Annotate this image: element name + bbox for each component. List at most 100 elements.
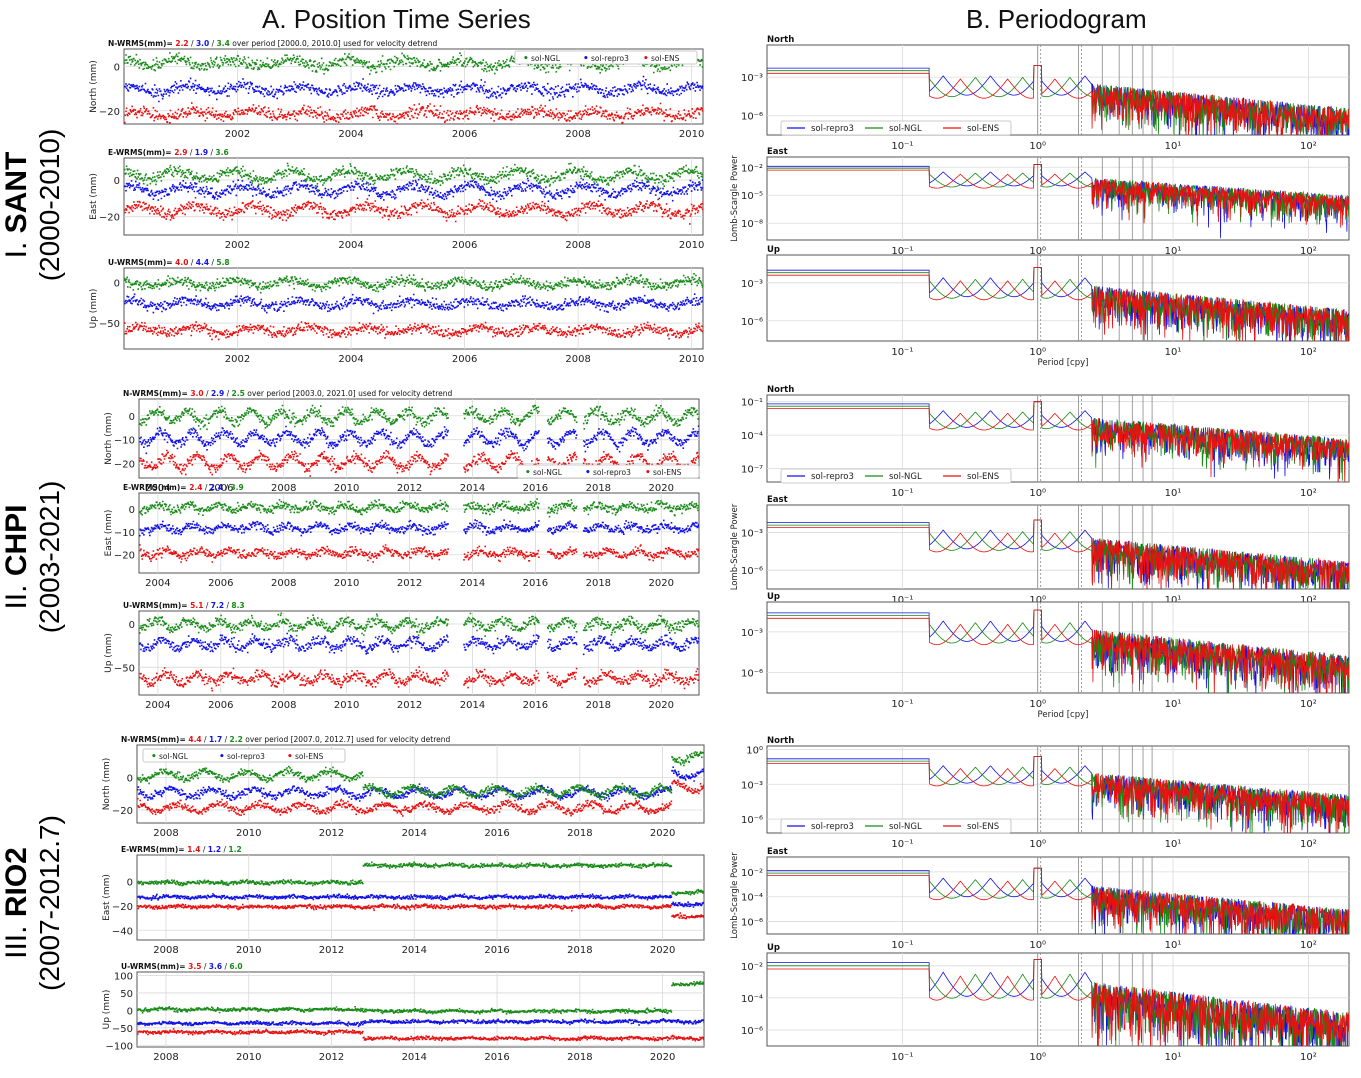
x-tick-label: 2012	[319, 828, 344, 839]
station-group-chpi: 0 −10 −20 2004 2006 2008 2010 2012 2014 2016 2018 2…	[104, 385, 1350, 720]
per-panel-title: North	[767, 736, 794, 746]
per-series-sol-ens	[767, 867, 1349, 934]
ts-data	[124, 273, 703, 341]
x-tick-label: 10²	[1300, 141, 1317, 152]
per-series-sol-ens	[767, 65, 1349, 135]
wrms-part: E-WRMS(mm)=	[121, 845, 187, 854]
per-panel-title: East	[767, 495, 788, 505]
y-tick-label: 10⁻⁶	[741, 566, 763, 577]
ts-panel-rio2-u: 100 50 0 −50 −100 2008 2010 2012 2014 2016 2018 202…	[102, 962, 705, 1063]
x-tick-label: 2020	[649, 483, 674, 494]
wrms-part: 2.2	[175, 39, 188, 48]
x-tick-label: 2018	[567, 945, 592, 956]
x-tick-label: 2010	[334, 578, 359, 589]
x-tick-label: 2014	[402, 828, 427, 839]
wrms-header: N-WRMS(mm)= 3.0 / 2.9 / 2.5 over period …	[123, 389, 453, 398]
x-tick-label: 10⁻¹	[891, 595, 913, 606]
ts-panel-rio2-e: 0 −20 −40 2008 2010 2012 2014 2016 2018 2020 East …	[102, 845, 705, 956]
wrms-part: 8.3	[231, 601, 244, 610]
x-tick-label: 10⁻¹	[891, 1052, 913, 1063]
x-tick-label: 10¹	[1165, 347, 1182, 358]
x-tick-label: 2004	[338, 129, 363, 140]
per-panel-title: East	[767, 847, 788, 857]
x-tick-label: 10⁻¹	[891, 347, 913, 358]
x-tick-label: 10⁰	[1029, 940, 1046, 951]
per-series-sol-ens	[767, 959, 1349, 1046]
wrms-part: /	[201, 962, 208, 971]
ts-series-ngl	[124, 273, 703, 294]
ts-data	[124, 52, 703, 124]
y-axis-label: East (mm)	[104, 510, 114, 557]
wrms-part: 4.0	[175, 258, 188, 267]
y-tick-label: −100	[106, 1041, 133, 1052]
ts-legend-chpi: • sol-NGL • sol-repro3 • sol-ENS	[516, 464, 700, 479]
per-legend-chpi: sol-repro3 sol-NGL sol-ENS	[780, 468, 1012, 484]
x-tick-label: 2010	[679, 129, 704, 140]
y-tick-label: −50	[99, 319, 120, 330]
y-tick-label: 10⁻²	[741, 163, 763, 174]
wrms-part: 3.4	[217, 39, 230, 48]
y-tick-label: 10⁻⁴	[741, 431, 763, 442]
y-tick-label: 0	[127, 878, 133, 889]
per-panel-sant-north: 10⁻¹ 10⁰ 10¹ 10² 10⁻³ 10⁻⁶ North	[741, 35, 1350, 152]
wrms-part: /	[209, 258, 216, 267]
per-data	[767, 519, 1349, 589]
y-axis-label: Up (mm)	[89, 289, 99, 329]
per-legend-sant: sol-repro3 sol-NGL sol-ENS	[780, 120, 1012, 136]
x-tick-label: 2018	[567, 828, 592, 839]
per-series-sol-ngl	[767, 401, 1349, 481]
per-series-sol-ens	[767, 401, 1349, 482]
x-tick-label: 10²	[1300, 839, 1317, 850]
x-tick-label: 10¹	[1165, 488, 1182, 499]
y-tick-label: 10⁻⁷	[741, 465, 763, 476]
y-tick-label: 0	[127, 1006, 133, 1017]
ts-series-ens	[139, 449, 699, 478]
wrms-part: /	[202, 735, 209, 744]
legend-label: sol-repro3	[811, 472, 854, 482]
per-panel-title: North	[767, 385, 794, 395]
y-tick-label: 0	[129, 505, 135, 516]
y-tick-label: −20	[99, 107, 120, 118]
wrms-part: U-WRMS(mm)=	[123, 601, 190, 610]
station-group-rio2: 0 −20 2008 2010 2012 2014 2016 2018 2020 North (m…	[102, 735, 1350, 1063]
x-tick-label: 10⁰	[1029, 699, 1046, 710]
per-panel-title: Up	[767, 592, 780, 602]
wrms-part: N-WRMS(mm)=	[123, 389, 190, 398]
legend-label: sol-ENS	[295, 752, 324, 761]
legend-marker: •	[219, 752, 225, 762]
y-tick-label: 10⁻⁴	[741, 893, 763, 904]
x-tick-label: 10¹	[1165, 699, 1182, 710]
wrms-header: N-WRMS(mm)= 4.4 / 1.7 / 2.2 over period …	[121, 735, 451, 744]
legend-label: sol-ENS	[651, 54, 680, 63]
wrms-part: over period [2000.0, 2010.0] used for ve…	[230, 39, 438, 48]
per-panel-chpi-east: 10⁻¹ 10⁰ 10¹ 10² 10⁻³ 10⁻⁶ East Lomb-Scargle Po…	[730, 495, 1350, 606]
y-tick-label: 10⁻⁶	[741, 918, 763, 929]
x-tick-label: 10⁰	[1029, 488, 1046, 499]
x-tick-label: 2008	[565, 129, 590, 140]
x-tick-label: 10⁻¹	[891, 699, 913, 710]
x-tick-label: 10⁻¹	[891, 141, 913, 152]
x-tick-label: 2010	[334, 483, 359, 494]
x-tick-label: 10⁰	[1029, 246, 1046, 257]
y-axis-label: Up (mm)	[104, 633, 114, 673]
per-series-sol-repro3	[767, 959, 1349, 1046]
x-tick-label: 2004	[145, 578, 170, 589]
legend-marker: •	[287, 752, 293, 762]
y-tick-label: −20	[112, 902, 133, 913]
wrms-part: /	[222, 735, 229, 744]
x-tick-label: 2004	[338, 240, 363, 251]
ts-series-repro3	[124, 75, 703, 103]
x-tick-label: 2004	[145, 700, 170, 711]
y-tick-label: 100	[114, 971, 133, 982]
x-tick-label: 2002	[225, 240, 250, 251]
x-tick-label: 10²	[1300, 246, 1317, 257]
wrms-part: N-WRMS(mm)=	[121, 735, 188, 744]
wrms-part: 5.1	[190, 601, 203, 610]
y-axis-label: North (mm)	[104, 412, 114, 465]
y-tick-label: 0	[114, 63, 120, 74]
legend-marker: •	[585, 468, 591, 478]
ts-panel-sant-e: 0 −20 2002 2004 2006 2008 2010 East (mm) E-WRMS(…	[89, 148, 704, 251]
y-tick-label: 0	[114, 176, 120, 187]
